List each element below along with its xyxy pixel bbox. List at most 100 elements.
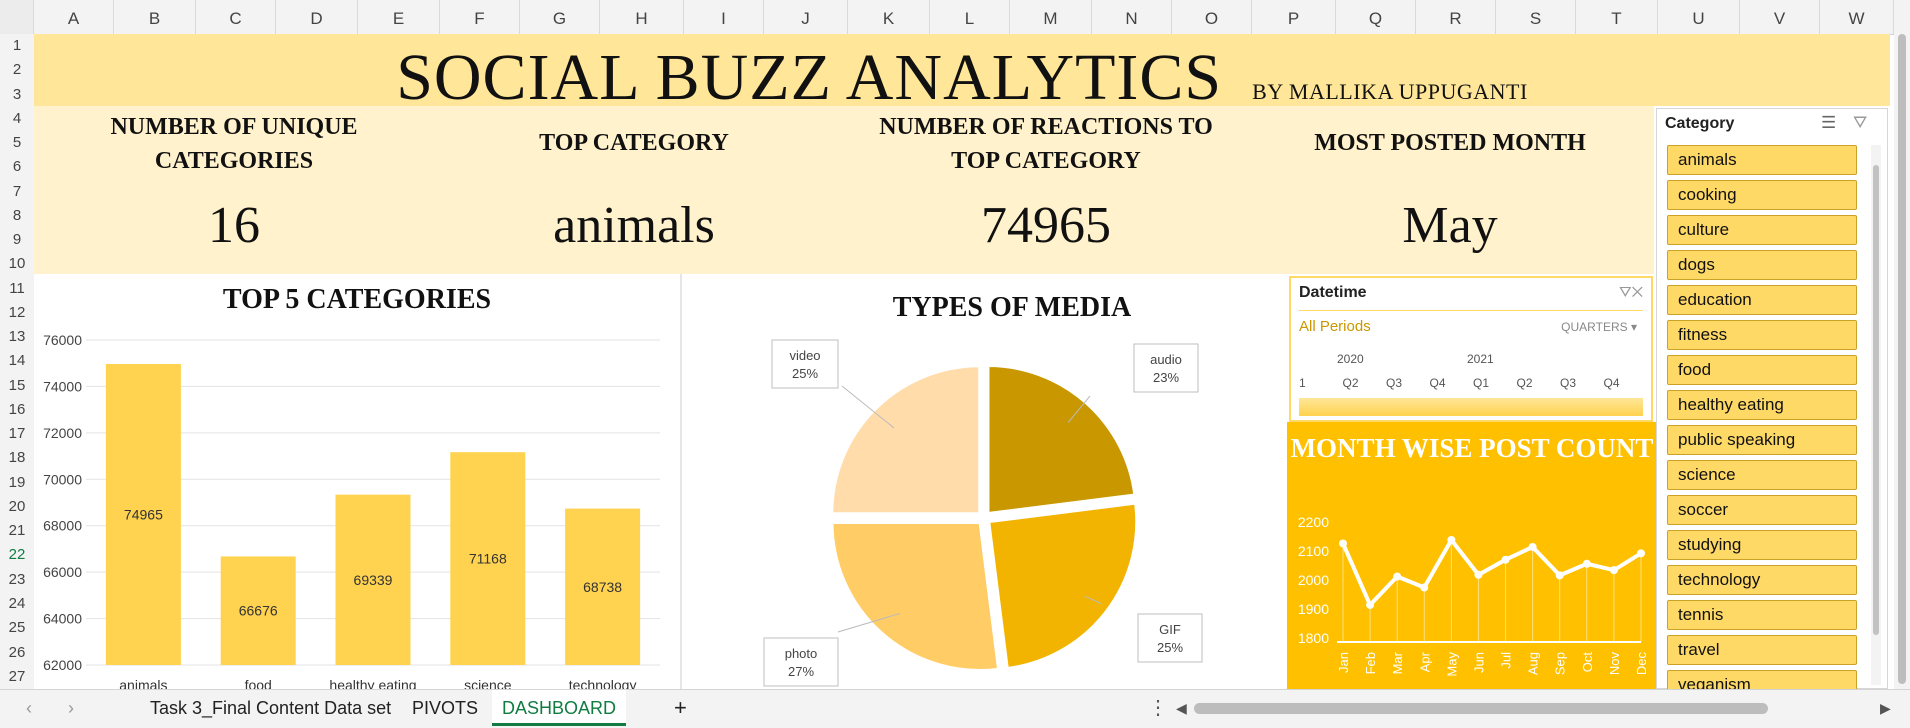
column-header-o[interactable]: O (1172, 0, 1252, 34)
column-header-u[interactable]: U (1658, 0, 1740, 34)
pie-slice[interactable] (830, 521, 1001, 672)
column-header-r[interactable]: R (1416, 0, 1496, 34)
column-header-m[interactable]: M (1010, 0, 1092, 34)
timeline-quarter[interactable]: Q1 (1473, 376, 1490, 390)
column-header-c[interactable]: C (196, 0, 276, 34)
column-header-n[interactable]: N (1092, 0, 1172, 34)
data-point[interactable] (1528, 542, 1537, 551)
select-all-corner[interactable] (0, 0, 34, 34)
row-header-9[interactable]: 9 (12, 231, 22, 249)
data-point[interactable] (1501, 555, 1510, 564)
column-header-f[interactable]: F (440, 0, 520, 34)
vertical-scrollbar[interactable] (1894, 30, 1910, 689)
timeline-quarter[interactable]: Q4 (1603, 376, 1620, 390)
row-header-3[interactable]: 3 (12, 85, 22, 103)
data-point[interactable] (1366, 600, 1375, 609)
row-header-23[interactable]: 23 (8, 570, 26, 588)
pie-slice[interactable] (830, 364, 982, 516)
slicer-item[interactable]: tennis (1667, 600, 1857, 630)
row-header-17[interactable]: 17 (8, 425, 26, 443)
row-header-14[interactable]: 14 (8, 352, 26, 370)
column-header-b[interactable]: B (114, 0, 196, 34)
bar[interactable] (450, 452, 526, 665)
data-point[interactable] (1393, 572, 1402, 581)
row-header-13[interactable]: 13 (8, 328, 26, 346)
column-header-s[interactable]: S (1496, 0, 1576, 34)
category-slicer[interactable]: Category ☰ ⛛ animals cooking culture dogs ed… (1656, 108, 1888, 690)
data-point[interactable] (1420, 583, 1429, 592)
slicer-item[interactable]: science (1667, 460, 1857, 490)
row-header-6[interactable]: 6 (12, 158, 22, 176)
bar[interactable] (105, 364, 181, 665)
bar[interactable] (335, 494, 411, 665)
timeline-quarter[interactable]: Q4 (1429, 376, 1446, 390)
column-header-d[interactable]: D (276, 0, 358, 34)
row-header-7[interactable]: 7 (12, 182, 22, 200)
prev-sheet-icon[interactable]: ‹ (26, 698, 32, 718)
more-options-icon[interactable]: ⋮ (1148, 697, 1168, 719)
data-point[interactable] (1447, 535, 1456, 544)
tab-dashboard[interactable]: DASHBOARD (492, 690, 627, 726)
column-header-w[interactable]: W (1820, 0, 1894, 34)
column-header-q[interactable]: Q (1336, 0, 1416, 34)
slicer-item[interactable]: veganism (1667, 670, 1857, 690)
row-header-11[interactable]: 11 (9, 279, 25, 297)
slicer-item[interactable]: culture (1667, 215, 1857, 245)
slicer-item[interactable]: public speaking (1667, 425, 1857, 455)
row-header-4[interactable]: 4 (12, 109, 22, 127)
pie-slice[interactable] (986, 363, 1137, 516)
clear-filter-icon[interactable]: ⛛✕ (1618, 284, 1643, 301)
data-point[interactable] (1474, 570, 1483, 579)
row-header-18[interactable]: 18 (8, 449, 26, 467)
scroll-right-icon[interactable]: ▶ (1880, 700, 1891, 716)
tab-task3-data[interactable]: Task 3_Final Content Data set (150, 698, 392, 718)
slicer-item[interactable]: travel (1667, 635, 1857, 665)
row-header-22[interactable]: 22 (8, 546, 26, 564)
column-header-t[interactable]: T (1576, 0, 1658, 34)
timeline-quarter[interactable]: 1 (1299, 376, 1306, 390)
top5-categories-chart[interactable]: TOP 5 CATEGORIES 62000 64000 66000 68000 700… (34, 274, 682, 689)
horizontal-scroll-thumb[interactable] (1194, 703, 1768, 714)
slicer-item[interactable]: soccer (1667, 495, 1857, 525)
slicer-item[interactable]: studying (1667, 530, 1857, 560)
slicer-item[interactable]: healthy eating (1667, 390, 1857, 420)
row-header-19[interactable]: 19 (8, 473, 26, 491)
column-header-v[interactable]: V (1740, 0, 1820, 34)
row-header-16[interactable]: 16 (8, 400, 26, 418)
multi-select-icon[interactable]: ☰ (1821, 113, 1837, 132)
row-header-2[interactable]: 2 (12, 61, 22, 79)
column-header-h[interactable]: H (600, 0, 684, 34)
month-wise-post-count-chart[interactable]: MONTH WISE POST COUNT 1800 1900 2000 2100 22… (1287, 422, 1657, 689)
timeline-level-dropdown[interactable]: QUARTERS ▾ (1561, 320, 1637, 334)
slicer-scrollbar[interactable] (1871, 145, 1881, 685)
data-point[interactable] (1609, 566, 1618, 575)
row-header-15[interactable]: 15 (8, 376, 26, 394)
pie-slice[interactable] (987, 501, 1139, 671)
timeline-selection-bar[interactable] (1299, 398, 1643, 416)
row-header-25[interactable]: 25 (8, 619, 26, 637)
column-header-e[interactable]: E (358, 0, 440, 34)
slicer-item[interactable]: animals (1667, 145, 1857, 175)
timeline-quarter[interactable]: Q3 (1386, 376, 1403, 390)
series-line[interactable] (1341, 536, 1643, 609)
column-header-j[interactable]: J (764, 0, 848, 34)
row-header-20[interactable]: 20 (8, 497, 26, 515)
slicer-item[interactable]: education (1667, 285, 1857, 315)
bar[interactable] (220, 556, 296, 665)
data-point[interactable] (1582, 559, 1591, 568)
row-header-1[interactable]: 1 (12, 37, 22, 54)
add-sheet-button[interactable]: + (674, 695, 687, 720)
data-point[interactable] (1555, 571, 1564, 580)
vertical-scroll-thumb[interactable] (1898, 34, 1906, 684)
row-header-26[interactable]: 26 (8, 643, 26, 661)
row-header-24[interactable]: 24 (8, 594, 26, 612)
row-header-12[interactable]: 12 (8, 303, 26, 321)
row-header-5[interactable]: 5 (12, 134, 22, 152)
column-header-i[interactable]: I (684, 0, 764, 34)
row-header-10[interactable]: 10 (8, 255, 26, 273)
data-point[interactable] (1637, 549, 1645, 558)
column-header-l[interactable]: L (930, 0, 1010, 34)
data-point[interactable] (1339, 539, 1347, 548)
slicer-item[interactable]: dogs (1667, 250, 1857, 280)
timeline-quarter[interactable]: Q3 (1560, 376, 1577, 390)
